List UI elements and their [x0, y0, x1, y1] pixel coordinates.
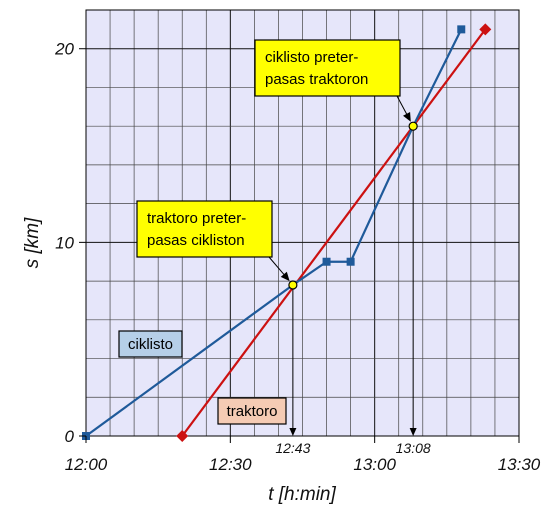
y-axis-label: s [km]: [22, 217, 43, 268]
crossing-drop-lines: 12:43 13:08: [275, 126, 431, 456]
x-tick-label: 12:30: [209, 455, 252, 474]
annotation-box: [136, 200, 273, 258]
annotation-text: ciklisto preter-: [265, 49, 358, 66]
annotation-box: [254, 39, 401, 97]
annotation-arrow-line: [396, 95, 409, 117]
crossing-time-label: 12:43: [275, 440, 310, 456]
x-tick-label: 12:00: [65, 455, 108, 474]
series-label-text: ciklisto: [128, 336, 173, 353]
annotation-text: traktoro preter-: [147, 210, 246, 227]
series-label-box: [217, 397, 287, 425]
crossing-arrowhead: [289, 428, 297, 436]
y-tick-label: 10: [55, 233, 74, 252]
series-label-text: traktoro: [227, 403, 278, 420]
series-line-ciklisto: [85, 28, 463, 437]
marker-ciklisto: [457, 25, 466, 34]
y-tick-label: 0: [65, 427, 75, 446]
plot-frame: [85, 9, 520, 437]
crossing-time-label: 13:08: [396, 440, 431, 456]
annotation-text: pasas cikliston: [147, 232, 245, 249]
x-tick-label: 13:00: [353, 455, 396, 474]
x-tick-label: 13:30: [498, 455, 541, 474]
x-axis-label: t [h:min]: [268, 484, 336, 505]
crossing-arrowhead: [409, 428, 417, 436]
annotation-arrowhead: [280, 271, 290, 282]
annotations: traktoro preter-pasas cikliston ciklisto …: [136, 39, 411, 282]
crossing-point: [408, 121, 418, 131]
annotation-arrow-line: [268, 256, 287, 277]
marker-ciklisto: [322, 257, 331, 266]
marker-traktoro: [479, 23, 492, 36]
tick-labels: 12:00 12:30 13:00 13:30 0 10 20: [54, 40, 541, 474]
series-line-traktoro: [181, 28, 487, 437]
annotation-arrowhead: [403, 111, 411, 122]
crossing-point: [288, 280, 298, 290]
series-label-box: [118, 330, 183, 358]
marker-ciklisto: [346, 257, 355, 266]
annotation-text: pasas traktoron: [265, 71, 368, 88]
marker-traktoro: [176, 430, 189, 442]
y-tick-label: 20: [54, 40, 74, 59]
series-labels: ciklisto traktoro: [118, 330, 287, 425]
